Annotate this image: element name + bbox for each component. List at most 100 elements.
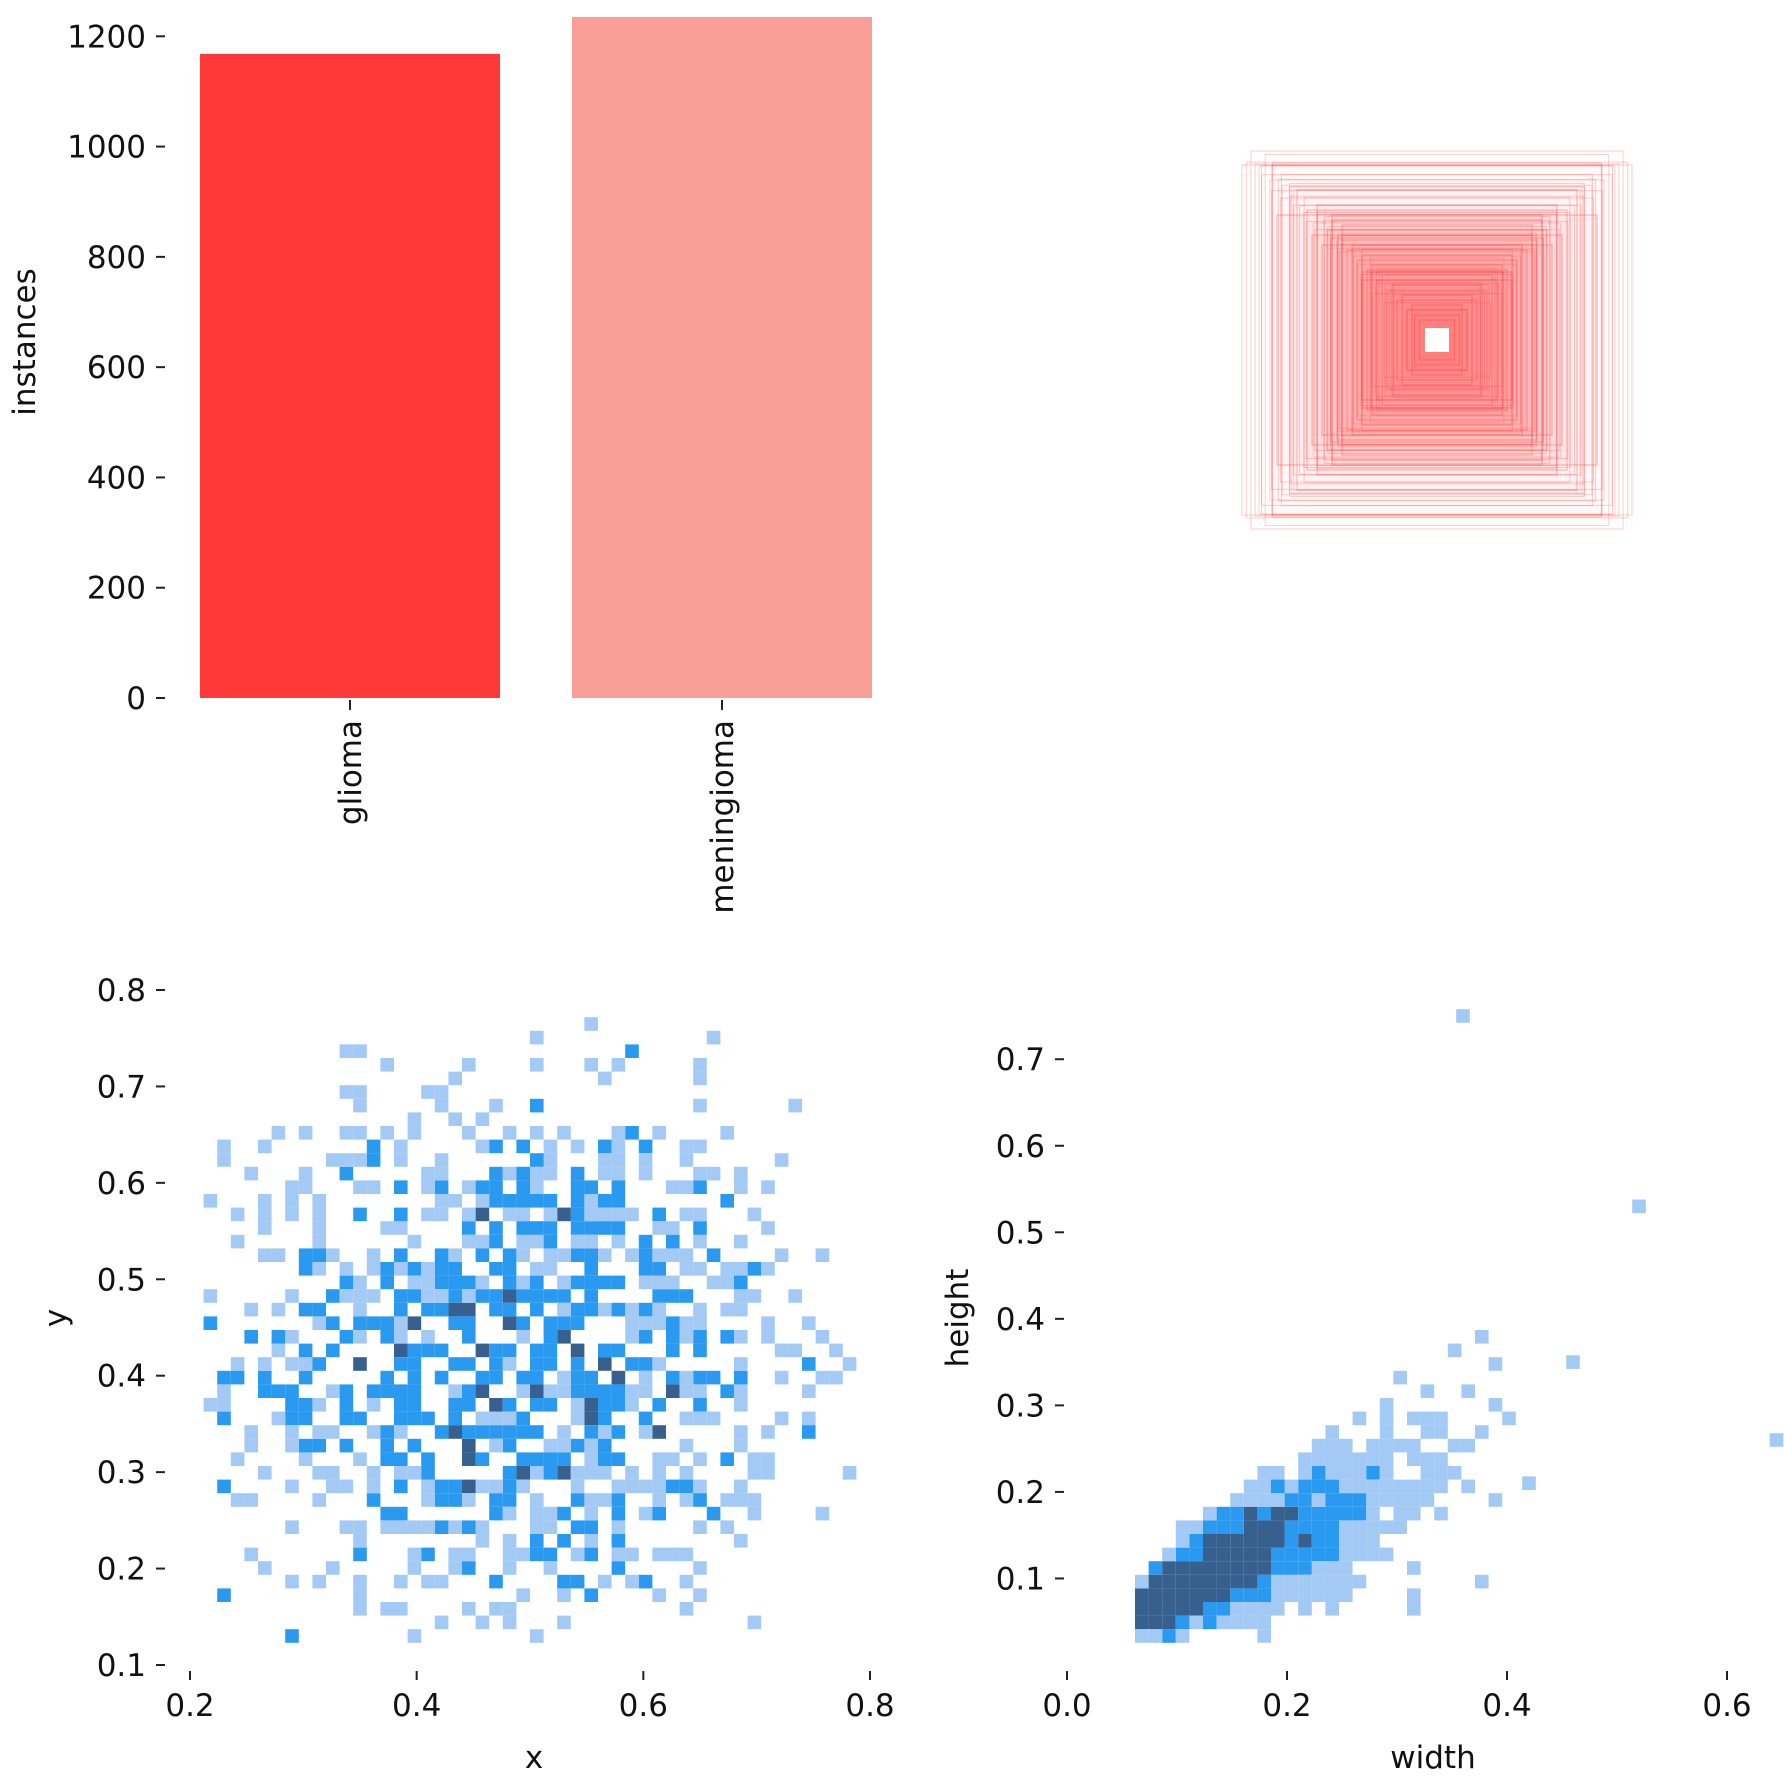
heatmap-cell [298, 1398, 313, 1412]
heatmap-cell [1243, 1506, 1258, 1521]
heatmap-cell [1148, 1588, 1163, 1602]
heatmap-cell [1407, 1438, 1421, 1453]
heatmap-cell [1339, 1534, 1353, 1548]
heatmap-cell [666, 1343, 680, 1358]
heatmap-cell [1339, 1452, 1353, 1466]
heatmap-cell [516, 1466, 530, 1480]
heatmap-cell [638, 1425, 653, 1439]
heatmap-cell [516, 1194, 530, 1208]
heatmap-cell [502, 1248, 517, 1262]
heatmap-cell [530, 1357, 544, 1371]
bounding-box [1369, 257, 1505, 423]
heatmap-cell [761, 1221, 775, 1235]
heatmap-cell [434, 1248, 449, 1262]
heatmap-cell [557, 1302, 571, 1317]
heatmap-cell [570, 1221, 585, 1235]
bounding-box [1280, 173, 1594, 507]
heatmap-cell [570, 1466, 585, 1480]
heatmap-cell [434, 1153, 449, 1167]
heatmap-cell [543, 1139, 558, 1154]
heatmap-cell [530, 1262, 544, 1276]
heatmap-cell [1230, 1615, 1244, 1630]
heatmap-cell [462, 1180, 476, 1194]
heatmap-cell [1162, 1561, 1176, 1575]
heatmap-cell [679, 1602, 694, 1616]
heatmap-cell [407, 1398, 422, 1412]
heatmap-cell [394, 1302, 408, 1317]
heatmap-cell [802, 1384, 816, 1398]
heatmap-cell [734, 1234, 748, 1249]
heatmap-cell [693, 1262, 707, 1276]
bounding-box [1396, 299, 1478, 381]
heatmap-cell [584, 1520, 598, 1534]
heatmap-cell [407, 1629, 422, 1643]
heatmap-cell [761, 1180, 775, 1194]
y-tick-label: 0.3 [97, 1455, 146, 1491]
heatmap-cell [298, 1302, 313, 1317]
bar-marks [200, 17, 872, 698]
heatmap-cell [1420, 1425, 1435, 1439]
heatmap-cell [1189, 1520, 1203, 1534]
heatmap-cell [679, 1466, 694, 1480]
heatmap-cell [747, 1615, 762, 1630]
heatmap-cell [1257, 1588, 1271, 1602]
heatmap-cell [421, 1452, 435, 1466]
heatmap-cell [298, 1262, 313, 1276]
heatmap-cell [230, 1357, 245, 1371]
bounding-box [1357, 263, 1517, 417]
heatmap-cell [1393, 1438, 1407, 1453]
heatmap-cell [1284, 1520, 1299, 1534]
category-label-glioma: glioma [333, 720, 369, 825]
heatmap-cell [421, 1343, 435, 1358]
heatmap-cell [516, 1248, 530, 1262]
heatmap-cell [1271, 1479, 1285, 1494]
heatmap-cell [489, 1438, 503, 1453]
heatmap-cell [258, 1561, 272, 1575]
heatmap-cell [394, 1289, 408, 1303]
heatmap-cell [720, 1262, 734, 1276]
y-axis: 0.1 0.2 0.3 0.4 0.5 0.6 0.7 [996, 1042, 1064, 1597]
heatmap-cell [312, 1357, 326, 1371]
heatmap-cell [516, 1384, 530, 1398]
heatmap-cell [421, 1275, 435, 1290]
heatmap-cell [611, 1561, 626, 1575]
heatmap-cell [543, 1384, 558, 1398]
heatmap-cell [1339, 1479, 1353, 1494]
heatmap-cell [502, 1411, 517, 1426]
heatmap-cell [462, 1357, 476, 1371]
y-axis: 0.1 0.2 0.3 0.4 0.5 0.6 0.7 0.8 [97, 973, 165, 1684]
bounding-box [1303, 212, 1571, 468]
heatmap-cell [489, 1602, 503, 1616]
heatmap-cell [244, 1330, 258, 1344]
heatmap-cell [1434, 1425, 1448, 1439]
heatmap-cell [475, 1534, 490, 1548]
heatmap-cell [666, 1275, 680, 1290]
heatmap-cell [1379, 1425, 1394, 1439]
heatmap-cell [1769, 1433, 1784, 1447]
heatmap-cell [543, 1262, 558, 1276]
heatmap-cell [1311, 1479, 1326, 1494]
heatmap-cell [734, 1425, 748, 1439]
heatmap-cell [1271, 1506, 1285, 1521]
heatmap-cell [530, 1221, 544, 1235]
y-axis: 0 200 400 600 800 1000 1200 [67, 19, 165, 717]
heatmap-cell [394, 1357, 408, 1371]
heatmap-cell [543, 1289, 558, 1303]
heatmap-cell [394, 1506, 408, 1521]
heatmap-cell [312, 1302, 326, 1317]
bounding-box [1361, 248, 1513, 432]
heatmap-cell [1325, 1574, 1339, 1589]
heatmap-cell [1298, 1547, 1312, 1562]
bounding-box [1260, 165, 1614, 515]
heatmap-cell [353, 1330, 367, 1344]
heatmap-cell [611, 1343, 626, 1358]
heatmap-cell [462, 1234, 476, 1249]
heatmap-cell [502, 1561, 517, 1575]
heatmap-cell [1243, 1547, 1258, 1562]
heatmap-cell [761, 1425, 775, 1439]
heatmap-cell [339, 1384, 354, 1398]
heatmap-cell [679, 1370, 694, 1385]
heatmap-cell [1257, 1615, 1271, 1630]
heatmap-cell [1420, 1411, 1435, 1426]
y-tick-label: 0.7 [996, 1042, 1045, 1078]
